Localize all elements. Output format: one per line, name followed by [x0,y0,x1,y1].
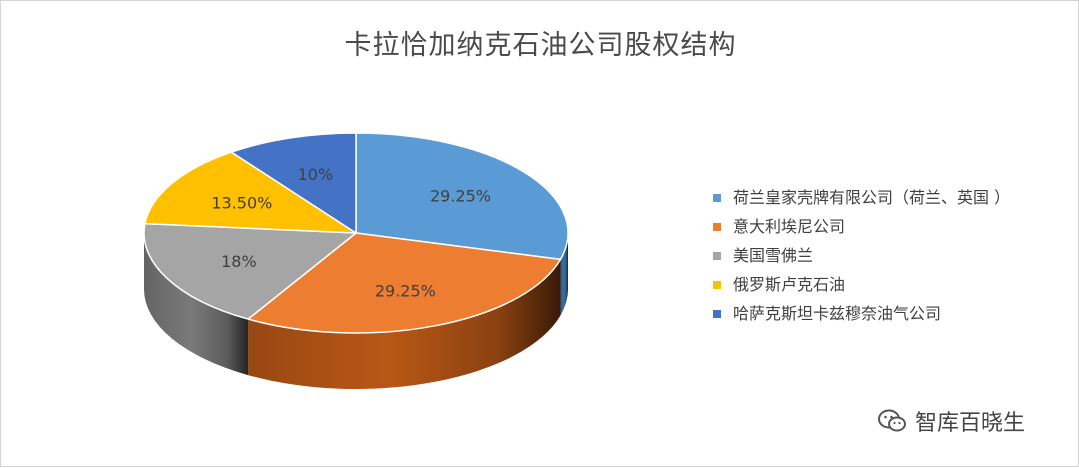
legend-label-2: 美国雪佛兰 [733,246,814,265]
data-label-4: 10% [298,165,334,184]
pie-side-shade-0 [560,233,568,316]
legend-item-3: 俄罗斯卢克石油 [713,270,1010,299]
legend-item-2: 美国雪佛兰 [713,241,1010,270]
legend-swatch-4 [713,309,721,318]
legend-label-4: 哈萨克斯坦卡兹穆奈油气公司 [733,304,942,323]
wechat-icon [878,409,906,432]
watermark: 智库百晓生 [877,405,1025,437]
legend-label-1: 意大利埃尼公司 [733,217,846,236]
pie-tops [143,132,569,334]
legend-swatch-0 [713,193,721,202]
legend-swatch-2 [713,251,721,260]
legend-item-0: 荷兰皇家壳牌有限公司（荷兰、英国 ） [713,183,1010,212]
pie-slice-4 [230,132,357,234]
legend-item-4: 哈萨克斯坦卡兹穆奈油气公司 [713,299,1010,328]
legend-label-3: 俄罗斯卢克石油 [733,275,846,294]
legend-swatch-1 [713,222,721,231]
pie-sides [144,233,568,389]
pie-slice-1 [247,232,562,334]
chart-title: 卡拉恰加纳克石油公司股权结构 [344,30,737,61]
pie-side-shade-2 [144,233,249,376]
data-label-2: 18% [221,252,257,271]
pie-labels: 29.25% 29.25% 18% 13.50% 10% [211,165,491,300]
legend-swatch-3 [713,280,721,289]
legend-label-0: 荷兰皇家壳牌有限公司（荷兰、英国 ） [733,188,1011,207]
pie-slice-2 [143,222,357,320]
legend: 荷兰皇家壳牌有限公司（荷兰、英国 ） 意大利埃尼公司 美国雪佛兰俄罗斯卢克石油哈萨克… [713,183,1010,328]
pie-side-shade-1 [248,259,561,389]
data-label-0: 29.25% [430,186,491,205]
data-label-1: 29.25% [375,281,436,300]
watermark-text: 智库百晓生 [915,411,1026,436]
pie-slice-0 [355,132,569,261]
pie-slice-3 [144,151,357,234]
legend-item-1: 意大利埃尼公司 [713,212,1010,241]
data-label-3: 13.50% [211,193,272,212]
